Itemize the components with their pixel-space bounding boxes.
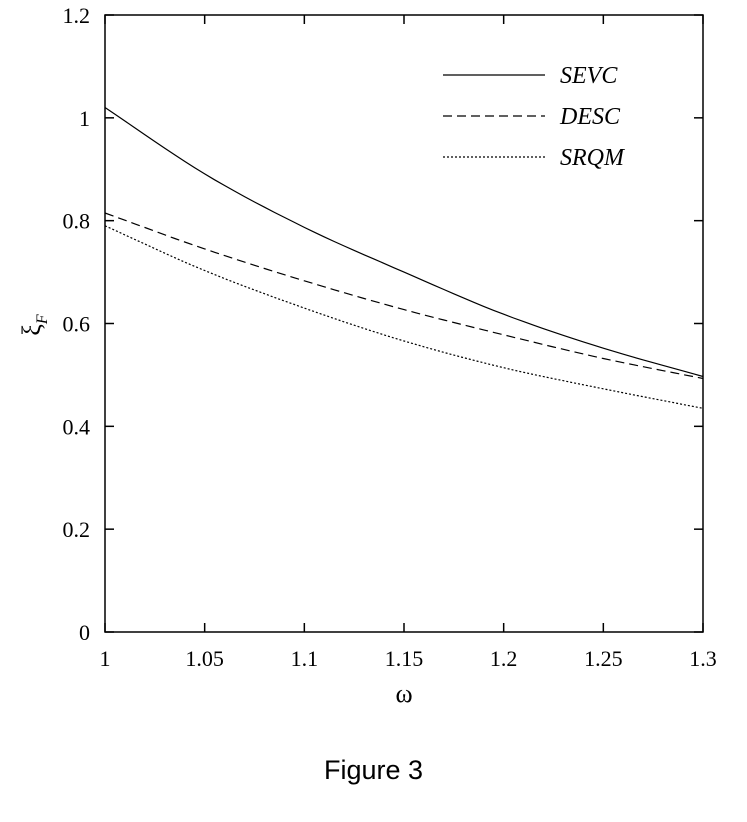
y-tick-label: 0.2: [63, 517, 91, 542]
series-line-sevc: [104, 107, 704, 378]
y-axis-title: ξF: [17, 314, 51, 336]
y-tick-label: 0.6: [63, 312, 91, 337]
series-line-srqm: [104, 225, 704, 409]
tick-labels: 1 1.05 1.1 1.15 1.2 1.25 1.3 0 0.2 0.4 0.6 0.8 1 1.2: [63, 3, 717, 671]
legend: SEVC DESC SRQM: [443, 63, 626, 171]
figure-caption: Figure 3: [323, 755, 424, 785]
y-tick-label: 1: [79, 106, 90, 131]
x-tick-label: 1.15: [385, 646, 424, 671]
series-lines: [104, 107, 704, 409]
y-axis-title-subscript: F: [34, 314, 51, 325]
y-tick-label: 1.2: [63, 3, 91, 28]
y-tick-label: 0.4: [63, 414, 91, 439]
x-tick-label: 1.25: [584, 646, 623, 671]
y-tick-label: 0.8: [63, 209, 91, 234]
y-axis-title-symbol: ξ: [17, 324, 46, 336]
x-tick-label: 1.1: [291, 646, 319, 671]
legend-label-desc: DESC: [559, 104, 621, 130]
x-tick-label: 1: [100, 646, 111, 671]
x-tick-label: 1.05: [185, 646, 224, 671]
x-tick-label: 1.3: [689, 646, 717, 671]
axis-ticks: [104, 14, 704, 633]
svg-text:ξF: ξF: [17, 314, 51, 336]
x-axis-title: ω: [395, 679, 412, 708]
legend-label-sevc: SEVC: [560, 63, 618, 89]
x-tick-label: 1.2: [490, 646, 518, 671]
y-tick-label: 0: [79, 620, 90, 645]
series-line-desc: [104, 212, 704, 380]
legend-label-srqm: SRQM: [560, 145, 626, 171]
